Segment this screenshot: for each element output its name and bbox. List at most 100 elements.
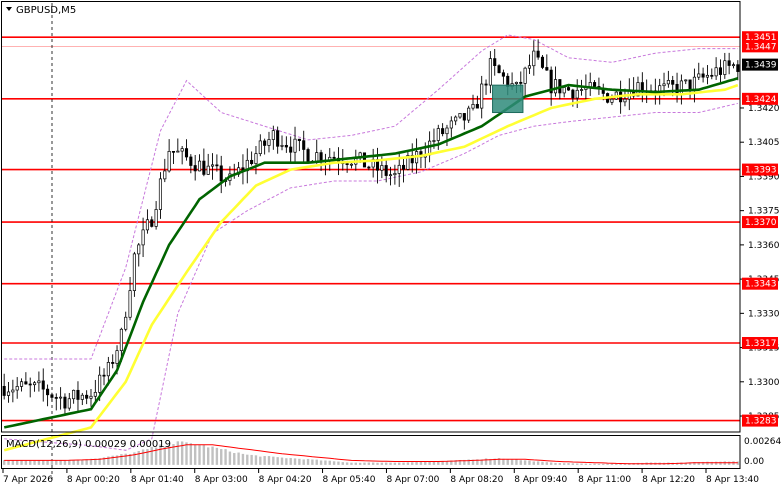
candle — [441, 123, 445, 137]
candle-body — [50, 394, 54, 398]
candle-body — [380, 165, 384, 171]
candle-body — [267, 139, 271, 146]
candle — [276, 126, 280, 154]
macd-histogram-bar — [302, 459, 305, 465]
candle-body — [19, 381, 24, 387]
macd-histogram-bar — [380, 462, 384, 465]
candle — [289, 136, 293, 164]
candle — [367, 165, 371, 171]
macd-histogram-bar — [198, 444, 201, 465]
candle-body — [171, 150, 176, 153]
candle — [258, 134, 262, 157]
macd-histogram-bar — [528, 460, 531, 465]
macd-histogram-bar — [233, 453, 236, 465]
candle — [614, 90, 618, 100]
candle — [2, 373, 6, 400]
candle-body — [115, 350, 119, 364]
level-badge: 1.3393 — [742, 163, 778, 176]
candle — [145, 209, 149, 234]
candle-body — [410, 155, 414, 164]
macd-histogram-bar — [42, 460, 45, 465]
macd-histogram-bar — [76, 459, 80, 465]
candle-body — [293, 138, 297, 153]
macd-histogram-bar — [137, 450, 140, 465]
candle-body — [124, 316, 128, 330]
macd-tick-label: 0.00264 — [744, 437, 781, 447]
level-badge-bg — [742, 414, 778, 427]
candle-body — [349, 163, 354, 166]
macd-histogram-bar — [280, 457, 284, 465]
macd-histogram-bar — [180, 441, 184, 465]
current-price-badge: 1.3439 — [742, 58, 778, 71]
candle-body — [367, 166, 371, 169]
candle-body — [705, 74, 709, 78]
candle — [41, 368, 45, 402]
candle — [15, 377, 19, 399]
macd-histogram-bar — [523, 460, 527, 465]
symbol-dropdown-icon[interactable] — [6, 7, 12, 11]
time-tick-label: 8 Apr 12:20 — [642, 475, 695, 485]
macd-histogram-bar — [484, 458, 488, 465]
candle-body — [536, 50, 540, 58]
macd-histogram-bar — [701, 461, 705, 465]
macd-histogram-bar — [441, 461, 444, 465]
candle — [593, 80, 597, 88]
macd-histogram-bar — [398, 462, 401, 465]
macd-histogram-bar — [311, 459, 314, 465]
macd-histogram-bar — [337, 461, 340, 465]
macd-histogram-bar — [306, 458, 310, 465]
macd-histogram-bar — [580, 463, 583, 465]
candle-body — [37, 380, 41, 384]
macd-histogram-bar — [697, 462, 700, 465]
candle-body — [128, 290, 132, 318]
entry-zone-box — [492, 84, 524, 114]
level-badge-label: 1.3283 — [745, 417, 777, 427]
candle — [280, 135, 284, 151]
candle-body — [571, 89, 575, 99]
macd-histogram-bar — [454, 460, 457, 465]
candle — [402, 158, 406, 183]
candle — [46, 384, 50, 407]
macd-histogram-bar — [706, 461, 709, 465]
candle — [93, 379, 97, 403]
candle — [33, 381, 37, 392]
macd-histogram-bar — [172, 444, 175, 465]
candle — [727, 52, 731, 75]
macd-histogram-bar — [463, 459, 466, 465]
candle-body — [497, 65, 501, 74]
candle-body — [254, 153, 258, 165]
candle — [202, 148, 206, 177]
price-tick-label: 1.3360 — [748, 241, 780, 251]
candle-body — [176, 150, 180, 153]
level-badge: 1.3447 — [742, 40, 778, 53]
candle — [671, 75, 675, 97]
macd-histogram-bar — [688, 462, 692, 465]
current-price-badge-bg — [742, 58, 778, 71]
macd-histogram-bar — [419, 461, 423, 465]
macd-histogram-bar — [437, 461, 440, 465]
macd-histogram-bar — [393, 462, 397, 465]
candle — [458, 113, 462, 119]
candle — [206, 153, 210, 175]
macd-histogram-bar — [285, 458, 288, 465]
candle-body — [276, 130, 280, 147]
macd-histogram-bar — [432, 461, 436, 465]
candle — [67, 392, 71, 411]
candle-body — [93, 392, 97, 397]
macd-histogram-bar — [602, 463, 605, 465]
macd-histogram-bar — [562, 463, 566, 465]
candle-body — [718, 67, 723, 75]
candle — [163, 158, 167, 183]
macd-histogram-bar — [202, 444, 206, 465]
candle — [718, 59, 723, 83]
candle-body — [701, 73, 705, 78]
macd-histogram-bar — [515, 459, 518, 465]
candle-body — [610, 98, 614, 103]
candle-body — [441, 128, 445, 135]
macd-histogram-bar — [545, 462, 549, 465]
macd-histogram-bar — [389, 462, 392, 465]
time-tick-label: 8 Apr 05:40 — [323, 475, 376, 485]
macd-histogram-bar — [502, 458, 505, 465]
